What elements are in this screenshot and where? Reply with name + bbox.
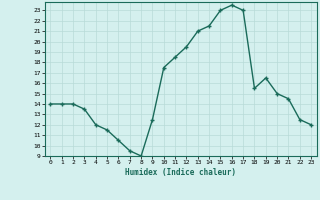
X-axis label: Humidex (Indice chaleur): Humidex (Indice chaleur)	[125, 168, 236, 177]
